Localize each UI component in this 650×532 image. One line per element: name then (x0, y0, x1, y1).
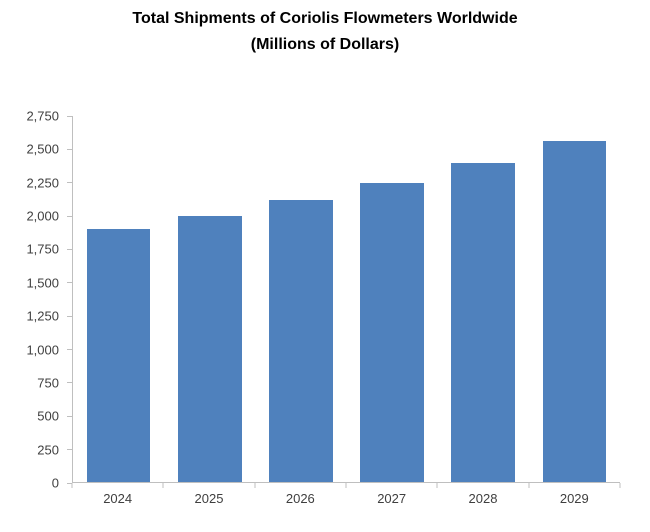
y-axis-tick-label: 0 (51, 475, 59, 491)
x-axis-tick-mark (254, 483, 256, 488)
y-axis-tick-label: 500 (37, 408, 59, 424)
y-axis-tick-label: 1,000 (26, 342, 59, 358)
bar-2028 (451, 162, 516, 482)
x-axis-tick-label: 2024 (103, 491, 133, 506)
bar-slot-2026 (255, 116, 346, 482)
y-axis: 0 250 500 750 1,000 1,250 1,500 1,750 2,000 2,250… (6, 109, 72, 491)
y-axis-tick-label: 1,500 (26, 275, 59, 291)
bar-slot-2027 (347, 116, 438, 482)
y-axis-tick-mark (67, 248, 72, 250)
x-axis-tick-label: 2027 (377, 491, 407, 506)
bar-2027 (360, 182, 424, 482)
x-axis-tick-mark (436, 483, 438, 488)
y-axis-tick-label: 750 (37, 375, 59, 391)
chart-title: Total Shipments of Coriolis Flowmeters W… (132, 10, 518, 27)
y-axis-tick-label: 1,250 (26, 308, 59, 324)
y-axis-tick-mark (67, 282, 72, 284)
x-axis-tick-mark (71, 483, 73, 488)
y-axis-tick-label: 2,750 (26, 108, 59, 124)
y-axis-tick-label: 250 (37, 442, 59, 458)
x-axis-tick-label: 2026 (285, 491, 315, 506)
bar-2025 (177, 215, 242, 482)
y-axis-tick-mark (67, 382, 72, 384)
x-axis-tick-mark (345, 483, 347, 488)
y-axis-tick-mark (67, 349, 72, 351)
chart-subtitle: (Millions of Dollars) (250, 36, 400, 53)
bar-2026 (269, 199, 333, 482)
bar-slot-2025 (164, 116, 255, 482)
y-axis-tick-mark (67, 482, 72, 484)
y-axis-tick-label: 2,000 (26, 208, 59, 224)
y-axis-tick-mark (67, 449, 72, 451)
bar-2029 (542, 141, 607, 482)
y-axis-tick-mark (67, 182, 72, 184)
x-axis-tick-mark (162, 483, 164, 488)
y-axis-tick-mark (67, 115, 72, 117)
y-axis-tick-mark (67, 415, 72, 417)
bar-slot-2024 (73, 116, 164, 482)
plot-area (72, 116, 620, 483)
y-axis-tick-label: 2,500 (26, 141, 59, 157)
bar-slot-2028 (438, 116, 529, 482)
x-axis: 2024 2025 2026 2027 2028 2029 (71, 483, 621, 515)
x-axis-tick-label: 2028 (468, 491, 498, 506)
y-axis-tick-label: 2,250 (26, 175, 59, 191)
y-axis-tick-mark (67, 215, 72, 217)
bar-2024 (86, 229, 151, 482)
y-axis-tick-label: 1,750 (26, 241, 59, 257)
chart-title-block: Total Shipments of Coriolis Flowmeters W… (0, 7, 650, 58)
x-axis-tick-label: 2025 (194, 491, 224, 506)
x-axis-tick-mark (619, 483, 621, 488)
x-axis-tick-label: 2029 (559, 491, 589, 506)
x-axis-tick-mark (528, 483, 530, 488)
y-axis-tick-mark (67, 315, 72, 317)
y-axis-tick-mark (67, 148, 72, 150)
bar-slot-2029 (529, 116, 620, 482)
